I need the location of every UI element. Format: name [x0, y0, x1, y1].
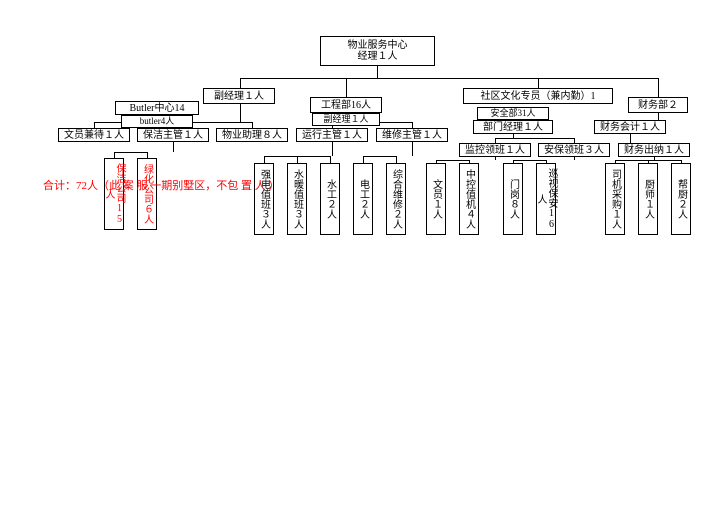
node-patrol: 巡视保安16人: [536, 163, 556, 235]
node-plumber: 水工２人: [320, 163, 340, 235]
connector: [495, 157, 496, 160]
node-maint-sup: 维修主管１人: [376, 128, 448, 142]
node-community: 社区文化专员（兼内勤）1: [463, 88, 613, 104]
node-sec-lead: 安保领班３人: [538, 143, 610, 157]
connector: [630, 134, 631, 143]
summary-note: 合计：72人（此 案 服 一期别墅区，不包 置 人 ）: [43, 177, 280, 193]
node-clean-co: 保洁公司15人: [104, 158, 124, 230]
node-cook-help: 帮厨２人: [671, 163, 691, 235]
connector: [332, 142, 333, 156]
node-cctv-duty: 中控值机４人: [459, 163, 479, 235]
connector: [240, 104, 241, 122]
node-fin-cash: 财务出纳１人: [618, 143, 690, 157]
node-gate: 门岗８人: [503, 163, 523, 235]
connector: [495, 138, 574, 139]
node-green-co: 绿化公司６人: [137, 158, 157, 230]
connector: [363, 156, 364, 163]
node-finance: 财务部２: [628, 97, 688, 113]
connector: [297, 156, 298, 163]
connector: [396, 156, 397, 163]
connector: [264, 156, 265, 163]
node-elec-duty: 强电值班３人: [254, 163, 274, 235]
connector: [412, 142, 413, 156]
node-gen-maint: 综合维修２人: [386, 163, 406, 235]
connector: [377, 66, 378, 78]
node-vice-mgr: 副经理１人: [203, 88, 275, 104]
node-hvac-duty: 水暖值班３人: [287, 163, 307, 235]
connector: [173, 142, 174, 152]
node-prop-asst: 物业助理８人: [216, 128, 288, 142]
node-chef: 厨师１人: [638, 163, 658, 235]
node-dept-mgr: 部门经理１人: [473, 120, 553, 134]
node-clerk-recv: 文员兼待１人: [58, 128, 130, 142]
connector: [114, 152, 147, 153]
node-root: 物业服务中心经理１人: [320, 36, 435, 66]
node-ops-sup: 运行主管１人: [296, 128, 368, 142]
connector: [513, 160, 546, 161]
node-clean-sup: 保洁主管１人: [137, 128, 209, 142]
node-butler4: butler4人: [121, 115, 193, 128]
node-clerk1: 文员１人: [426, 163, 446, 235]
root-title: 物业服务中心经理１人: [348, 40, 408, 62]
connector: [658, 113, 659, 120]
connector: [330, 156, 331, 163]
node-driver-buy: 司机采购１人: [605, 163, 625, 235]
connector: [436, 160, 469, 161]
node-butler-center: Butler中心14: [115, 101, 199, 115]
connector: [240, 78, 241, 88]
connector: [538, 78, 539, 88]
node-mon-lead: 监控领班１人: [459, 143, 531, 157]
node-fin-acc: 财务会计１人: [594, 120, 666, 134]
connector: [658, 78, 659, 97]
node-eng-vice: 副经理１人: [312, 113, 380, 126]
node-sec-dept: 安全部31人: [477, 107, 549, 120]
connector: [240, 78, 658, 79]
node-eng-dept: 工程部16人: [310, 97, 382, 113]
connector: [363, 156, 396, 157]
connector: [346, 78, 347, 97]
node-electrician: 电工２人: [353, 163, 373, 235]
connector: [574, 157, 575, 160]
